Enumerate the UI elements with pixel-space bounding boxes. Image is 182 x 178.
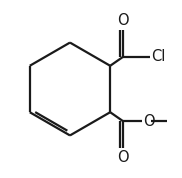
Text: Cl: Cl	[151, 49, 165, 64]
Text: O: O	[118, 150, 129, 165]
Text: O: O	[143, 114, 154, 129]
Text: O: O	[118, 13, 129, 28]
